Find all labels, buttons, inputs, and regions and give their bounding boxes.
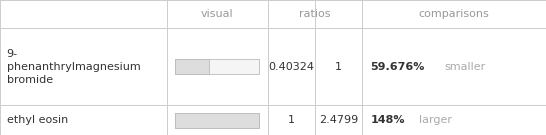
Text: 148%: 148% [370,115,405,125]
Text: 0.40324: 0.40324 [268,62,314,72]
Text: smaller: smaller [445,62,486,72]
Bar [175,113,259,128]
Text: comparisons: comparisons [419,9,489,19]
Bar [175,59,209,74]
Text: 59.676%: 59.676% [370,62,425,72]
Text: larger: larger [419,115,452,125]
Text: visual: visual [201,9,233,19]
Text: 9-
phenanthrylmagnesium
bromide: 9- phenanthrylmagnesium bromide [7,49,140,85]
Text: ethyl eosin: ethyl eosin [7,115,68,125]
Text: 2.4799: 2.4799 [319,115,358,125]
Bar [175,59,259,74]
Bar [175,113,259,128]
Text: 1: 1 [335,62,342,72]
Text: 1: 1 [288,115,295,125]
Text: ratios: ratios [299,9,330,19]
